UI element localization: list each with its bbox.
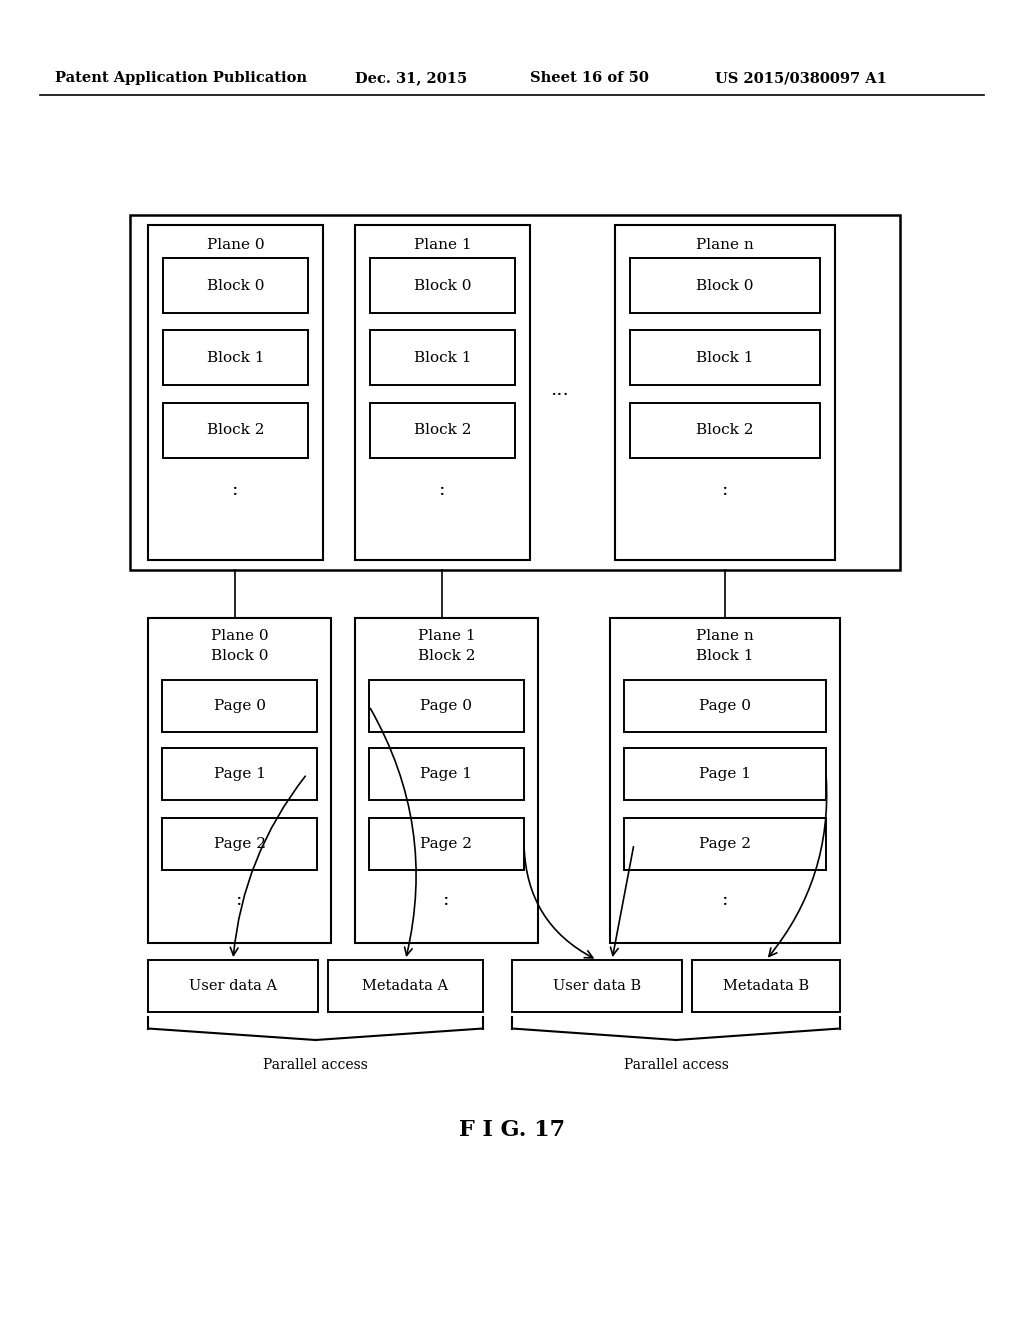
Text: Page 2: Page 2: [421, 837, 472, 851]
Text: Block 2: Block 2: [207, 424, 264, 437]
Text: F I G. 17: F I G. 17: [459, 1119, 565, 1140]
Text: Metadata B: Metadata B: [723, 979, 809, 993]
Text: :: :: [237, 891, 243, 909]
Bar: [624, 680, 826, 733]
Bar: [370, 257, 515, 313]
Text: ...: ...: [551, 381, 569, 399]
Bar: [630, 257, 820, 313]
Text: Page 2: Page 2: [699, 837, 751, 851]
Text: Plane n: Plane n: [696, 238, 754, 252]
Bar: [370, 330, 515, 385]
Text: :: :: [439, 480, 445, 499]
Bar: [624, 818, 826, 870]
Bar: [148, 224, 323, 560]
Text: Block 1: Block 1: [696, 351, 754, 364]
Bar: [369, 818, 524, 870]
Text: Block 2: Block 2: [418, 649, 475, 663]
Text: :: :: [443, 891, 450, 909]
Text: US 2015/0380097 A1: US 2015/0380097 A1: [715, 71, 887, 84]
Text: Plane 1: Plane 1: [418, 630, 475, 643]
Bar: [163, 403, 308, 458]
Text: Dec. 31, 2015: Dec. 31, 2015: [355, 71, 467, 84]
Bar: [615, 224, 835, 560]
Bar: [369, 748, 524, 800]
Text: Parallel access: Parallel access: [263, 1059, 368, 1072]
Text: Plane n: Plane n: [696, 630, 754, 643]
Text: :: :: [722, 480, 728, 499]
Bar: [624, 748, 826, 800]
Bar: [355, 224, 530, 560]
Bar: [370, 403, 515, 458]
Bar: [162, 680, 317, 733]
Text: User data A: User data A: [189, 979, 278, 993]
Bar: [148, 618, 331, 942]
Text: Page 0: Page 0: [213, 700, 265, 713]
Text: Parallel access: Parallel access: [624, 1059, 728, 1072]
Text: Block 0: Block 0: [696, 279, 754, 293]
Bar: [162, 748, 317, 800]
Text: Block 0: Block 0: [414, 279, 471, 293]
Text: Page 1: Page 1: [213, 767, 265, 781]
Text: Block 1: Block 1: [414, 351, 471, 364]
Text: :: :: [722, 891, 728, 909]
Text: Plane 0: Plane 0: [207, 238, 264, 252]
Bar: [630, 403, 820, 458]
Text: Metadata A: Metadata A: [362, 979, 449, 993]
Text: Page 1: Page 1: [421, 767, 472, 781]
Text: Sheet 16 of 50: Sheet 16 of 50: [530, 71, 649, 84]
Text: Plane 0: Plane 0: [211, 630, 268, 643]
Bar: [328, 960, 483, 1012]
Text: Plane 1: Plane 1: [414, 238, 471, 252]
Text: Block 0: Block 0: [207, 279, 264, 293]
Text: User data B: User data B: [553, 979, 641, 993]
Text: Block 0: Block 0: [211, 649, 268, 663]
Bar: [162, 818, 317, 870]
Bar: [163, 257, 308, 313]
Bar: [369, 680, 524, 733]
Text: Page 0: Page 0: [699, 700, 751, 713]
Text: :: :: [232, 480, 239, 499]
Bar: [148, 960, 318, 1012]
Bar: [692, 960, 840, 1012]
Bar: [130, 215, 900, 570]
Text: Page 2: Page 2: [213, 837, 265, 851]
Text: Patent Application Publication: Patent Application Publication: [55, 71, 307, 84]
Bar: [355, 618, 538, 942]
Bar: [512, 960, 682, 1012]
Text: Block 2: Block 2: [696, 424, 754, 437]
Text: Block 1: Block 1: [696, 649, 754, 663]
Text: Page 1: Page 1: [699, 767, 751, 781]
Bar: [610, 618, 840, 942]
Text: Block 1: Block 1: [207, 351, 264, 364]
Text: Block 2: Block 2: [414, 424, 471, 437]
Bar: [163, 330, 308, 385]
Bar: [630, 330, 820, 385]
Text: Page 0: Page 0: [421, 700, 472, 713]
